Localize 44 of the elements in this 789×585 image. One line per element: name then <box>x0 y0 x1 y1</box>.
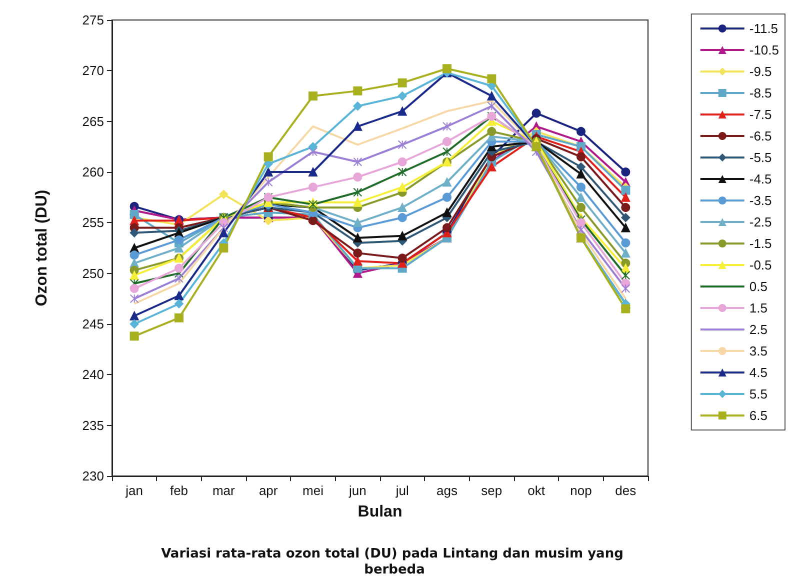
x-tick-label: feb <box>170 483 188 498</box>
x-tick-label: sep <box>481 483 502 498</box>
y-tick-label: 265 <box>82 114 104 129</box>
x-tick-label: des <box>615 483 637 498</box>
legend-label: 1.5 <box>749 300 768 316</box>
text: Variasi rata-rata ozon total (DU) pada Lintang dan musim yang berbeda <box>161 546 628 578</box>
x-axis-title: Bulan <box>358 504 402 520</box>
legend-label: -3.5 <box>749 193 772 208</box>
legend-label: -11.5 <box>749 21 778 36</box>
y-tick-label: 245 <box>82 316 104 332</box>
x-tick-label: okt <box>528 483 546 498</box>
y-tick-label: 235 <box>82 418 104 433</box>
y-tick-label: 275 <box>82 12 104 28</box>
legend-label: 6.5 <box>749 408 768 423</box>
x-tick-label: mei <box>302 483 324 498</box>
legend-label: -1.5 <box>749 236 772 251</box>
x-tick-label: jun <box>348 483 366 498</box>
legend-label: -5.5 <box>749 150 772 165</box>
legend-label: -0.5 <box>749 258 772 272</box>
y-tick-label: 250 <box>82 266 104 281</box>
x-tick-label: jul <box>394 483 409 498</box>
legend-label: 4.5 <box>749 365 768 380</box>
legend-label: 0.5 <box>749 279 768 294</box>
legend-label: 5.5 <box>749 386 768 402</box>
y-tick-label: 270 <box>82 63 104 78</box>
y-axis-title: Ozon total (DU) <box>34 190 50 306</box>
x-tick-label: jan <box>124 483 144 498</box>
legend-label: -8.5 <box>749 86 772 100</box>
legend-label: 2.5 <box>749 322 768 337</box>
x-tick-label: ags <box>436 483 458 498</box>
x-tick-label: apr <box>258 483 278 498</box>
legend-label: -10.5 <box>749 42 780 58</box>
legend-label: -6.5 <box>749 128 772 144</box>
legend-label: -9.5 <box>749 64 772 79</box>
y-tick-label: 255 <box>82 215 104 230</box>
x-tick-label: mar <box>212 483 236 498</box>
x-tick-label: nop <box>570 483 592 498</box>
y-tick-label: 230 <box>82 468 104 484</box>
y-tick-label: 260 <box>82 164 104 180</box>
legend-label: 3.5 <box>749 344 768 358</box>
legend-label: -2.5 <box>749 214 772 230</box>
legend-label: -7.5 <box>749 107 772 122</box>
y-tick-label: 240 <box>82 367 104 382</box>
legend-label: -4.5 <box>749 172 772 186</box>
